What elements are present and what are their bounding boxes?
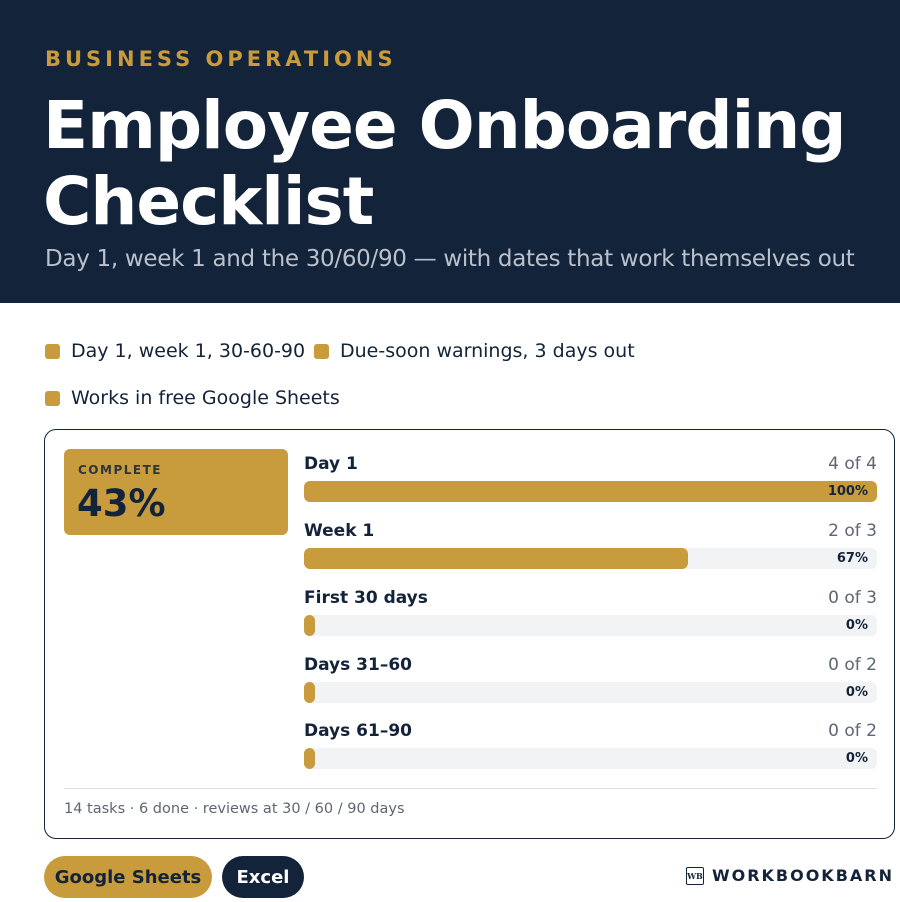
progress-percent: 0% xyxy=(845,618,868,633)
excel-button[interactable]: Excel xyxy=(222,856,304,898)
phase-count: 2 of 3 xyxy=(828,521,877,541)
page-subtitle: Day 1, week 1 and the 30/60/90 — with da… xyxy=(45,246,855,272)
progress-percent: 100% xyxy=(827,484,868,499)
progress-fill xyxy=(304,481,877,502)
progress-card: COMPLETE 43% Day 1 4 of 4 100% Week 1 2 … xyxy=(44,429,895,839)
progress-bar: 0% xyxy=(304,682,877,703)
phase-row: Day 1 4 of 4 100% xyxy=(304,454,877,514)
workbook-logo-icon: WB xyxy=(685,866,704,885)
brand-logo: WB WORKBOOKBARN xyxy=(685,866,894,885)
task-summary-footnote: 14 tasks · 6 done · reviews at 30 / 60 /… xyxy=(64,801,405,817)
phase-name: Days 61–90 xyxy=(304,721,412,741)
phase-name: Week 1 xyxy=(304,521,375,541)
progress-fill xyxy=(304,682,315,703)
progress-fill xyxy=(304,548,688,569)
page-title: Employee Onboarding Checklist xyxy=(43,87,846,240)
bullet-square-icon xyxy=(314,343,329,359)
progress-bar: 67% xyxy=(304,548,877,569)
feature-item: Due-soon warnings, 3 days out xyxy=(314,340,635,362)
phase-row: Week 1 2 of 3 67% xyxy=(304,521,877,581)
brand-name: WORKBOOKBARN xyxy=(711,866,894,885)
phase-count: 4 of 4 xyxy=(828,454,877,474)
phase-row: Days 61–90 0 of 2 0% xyxy=(304,721,877,781)
hero-banner: BUSINESS OPERATIONS Employee Onboarding … xyxy=(0,0,900,303)
phase-name: First 30 days xyxy=(304,588,428,608)
progress-bar: 100% xyxy=(304,481,877,502)
divider xyxy=(64,788,877,789)
complete-value: 43% xyxy=(77,482,166,525)
phase-count: 0 of 2 xyxy=(828,721,877,741)
feature-label: Works in free Google Sheets xyxy=(71,387,340,409)
complete-label: COMPLETE xyxy=(78,463,162,477)
progress-bar: 0% xyxy=(304,615,877,636)
phase-row: Days 31–60 0 of 2 0% xyxy=(304,655,877,715)
progress-percent: 0% xyxy=(845,751,868,766)
feature-item: Day 1, week 1, 30-60-90 xyxy=(45,340,305,362)
progress-percent: 67% xyxy=(836,551,868,566)
progress-fill xyxy=(304,748,315,769)
phase-row: First 30 days 0 of 3 0% xyxy=(304,588,877,648)
category-label: BUSINESS OPERATIONS xyxy=(45,47,397,71)
phase-name: Days 31–60 xyxy=(304,655,412,675)
feature-label: Due-soon warnings, 3 days out xyxy=(340,340,635,362)
feature-item: Works in free Google Sheets xyxy=(45,387,340,409)
bullet-square-icon xyxy=(45,390,60,406)
phase-count: 0 of 2 xyxy=(828,655,877,675)
feature-label: Day 1, week 1, 30-60-90 xyxy=(71,340,306,362)
bullet-square-icon xyxy=(45,343,60,359)
google-sheets-button[interactable]: Google Sheets xyxy=(44,856,212,898)
progress-percent: 0% xyxy=(845,685,868,700)
complete-summary: COMPLETE 43% xyxy=(64,449,288,535)
progress-fill xyxy=(304,615,315,636)
phase-count: 0 of 3 xyxy=(828,588,877,608)
phase-name: Day 1 xyxy=(304,454,358,474)
progress-bar: 0% xyxy=(304,748,877,769)
